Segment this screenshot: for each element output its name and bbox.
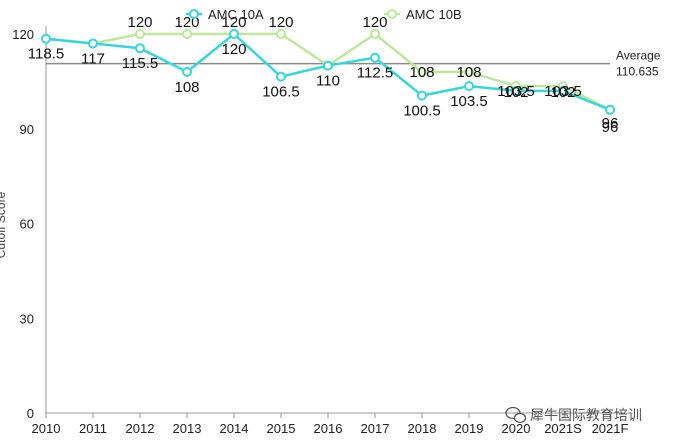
y-tick-label: 0 [27,406,34,421]
y-tick-label: 120 [12,27,34,42]
data-label: 108 [409,64,434,81]
x-tick-label: 2018 [408,421,437,436]
y-axis-label: Cutoff Score [0,191,8,258]
x-tick-label: 2017 [361,421,390,436]
data-label: 102 [503,84,528,101]
data-label: 106.5 [262,84,300,101]
x-tick-label: 2019 [455,421,484,436]
x-tick-label: 2016 [314,421,343,436]
data-label: 103.5 [544,83,582,100]
series-0-point [558,85,568,96]
legend-swatch-marker [387,9,397,19]
y-tick-label: 60 [20,217,34,232]
series-0-point [182,66,192,77]
data-label: 102 [550,84,575,101]
average-value: 110.635 [616,65,659,79]
legend-label: AMC 10B [406,7,462,22]
series-1-point [135,29,145,39]
series-0-point [323,60,333,71]
series-0-point [41,33,51,44]
x-tick-label: 2013 [173,421,202,436]
x-tick-label: 2020 [502,421,531,436]
data-label: 96 [602,119,619,136]
series-0-point [511,85,521,96]
series-1-point [464,66,474,77]
series-lines [41,29,615,115]
x-tick-label: 2021S [544,421,582,436]
average-label: Average [616,49,661,63]
series-1-point [276,29,286,39]
y-tick-label: 90 [20,122,34,137]
watermark: 犀牛国际教育培训 [505,406,642,424]
data-labels: 118.5 117 115.5 108 120 106.5 110 112.5 100.5 103… [28,14,619,136]
series-0-point [370,52,380,63]
series-0-point [417,90,427,101]
x-tick-label: 2011 [79,421,107,436]
data-label: 96 [602,115,619,132]
series-1-point [182,29,192,39]
x-tick-label: 2010 [32,421,61,436]
series-0-point [464,81,474,92]
data-label: 120 [127,14,152,31]
series-1-point [417,66,427,77]
x-tick-label: 2015 [267,421,296,436]
series-0-point [605,104,615,115]
data-label: 117 [81,50,105,67]
data-label: 103.5 [450,93,488,110]
series-1-point [370,29,380,39]
data-label: 115.5 [122,55,158,72]
data-label: 120 [268,14,293,31]
x-tick-label: 2014 [220,421,249,436]
legend-label: AMC 10A [208,7,264,22]
y-tick-label: 30 [20,311,34,326]
legend-swatch-marker [189,9,199,19]
series-0-point [276,71,286,82]
data-label: 108 [174,79,199,96]
series-0-point [88,38,98,49]
data-label: 108 [456,64,481,81]
data-label: 112.5 [357,65,393,82]
wechat-icon [505,406,527,424]
data-label: 110 [316,73,340,90]
data-label: 100.5 [403,103,441,120]
series-0-point [229,29,239,39]
series-0-point [135,43,145,54]
data-label: 120 [221,41,246,58]
data-label: 120 [221,14,246,31]
x-tick-label: 2012 [126,421,155,436]
data-label: 103.5 [497,83,535,100]
data-label: 118.5 [28,46,64,63]
data-label: 120 [362,14,387,31]
axes: 0 30 60 90 120 2010 2011 2012 2013 2014 2015 2016 20… [0,26,628,436]
watermark-text: 犀牛国际教育培训 [530,408,642,424]
legend: AMC 10A AMC 10B [186,7,462,22]
x-tick-label: 2021F [592,421,629,436]
